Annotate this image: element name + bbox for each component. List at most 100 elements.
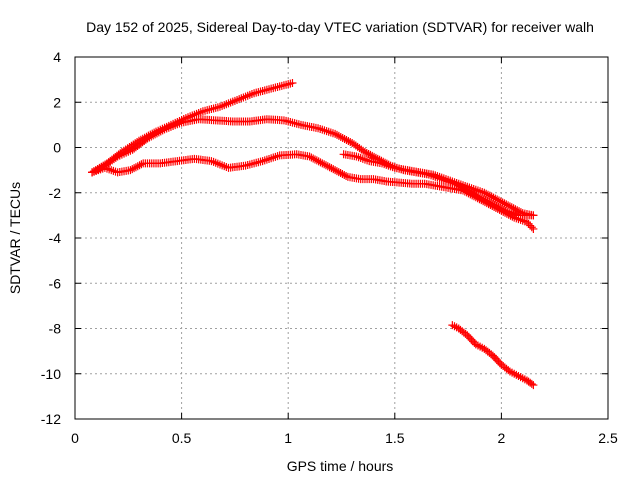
- series-arc-low: [448, 321, 538, 390]
- data-point: [318, 159, 327, 168]
- data-point: [260, 156, 269, 165]
- data-point: [342, 171, 351, 180]
- data-point: [501, 208, 510, 217]
- data-point: [504, 210, 513, 219]
- data-point: [323, 162, 332, 171]
- data-point: [370, 152, 379, 161]
- data-point: [147, 132, 156, 141]
- data-point: [145, 133, 154, 142]
- plot-frame: [74, 56, 609, 420]
- data-point: [493, 204, 502, 213]
- y-tick-label: -6: [49, 275, 62, 291]
- data-point: [137, 160, 146, 169]
- data-point: [529, 381, 538, 390]
- data-point: [269, 153, 278, 162]
- data-point: [527, 223, 536, 232]
- data-point: [128, 165, 137, 174]
- data-point: [329, 165, 338, 174]
- data-point: [156, 127, 165, 136]
- data-point: [338, 170, 347, 179]
- data-point: [462, 188, 471, 197]
- data-point: [331, 166, 340, 175]
- x-tick-label: 0: [71, 430, 79, 446]
- data-point: [344, 136, 353, 145]
- data-point: [131, 163, 140, 172]
- data-point: [336, 169, 345, 178]
- data-point: [487, 192, 496, 201]
- data-point: [314, 124, 323, 133]
- series-arc-middle: [88, 150, 538, 233]
- x-tick-label: 2.5: [598, 430, 618, 446]
- data-point: [508, 212, 517, 221]
- data-point: [366, 150, 375, 159]
- data-point: [340, 134, 349, 143]
- data-point: [505, 202, 514, 211]
- data-point: [334, 168, 343, 177]
- data-point: [262, 155, 271, 164]
- data-point: [135, 161, 144, 170]
- data-point: [477, 196, 486, 205]
- data-point: [130, 164, 139, 173]
- data-point: [515, 207, 524, 216]
- y-tick-label: 0: [53, 140, 61, 156]
- data-point: [466, 190, 475, 199]
- data-point: [485, 191, 494, 200]
- x-axis-label: GPS time / hours: [287, 458, 394, 474]
- data-point: [322, 127, 331, 136]
- data-point: [154, 128, 163, 137]
- data-point: [516, 208, 525, 217]
- data-point: [360, 148, 369, 157]
- data-point: [469, 192, 478, 201]
- data-point: [342, 135, 351, 144]
- data-point: [489, 193, 498, 202]
- data-point: [473, 194, 482, 203]
- data-point: [271, 152, 280, 161]
- y-tick-label: -4: [49, 230, 62, 246]
- data-point: [490, 202, 499, 211]
- data-point: [309, 154, 318, 163]
- data-point: [506, 211, 515, 220]
- data-point: [493, 195, 502, 204]
- data-point: [324, 127, 333, 136]
- data-point: [479, 197, 488, 206]
- data-point: [529, 211, 538, 220]
- data-point: [133, 162, 142, 171]
- data-point: [307, 153, 316, 162]
- data-point: [504, 201, 513, 210]
- data-point: [497, 206, 506, 215]
- data-point: [502, 200, 511, 209]
- data-point: [468, 191, 477, 200]
- data-point: [327, 164, 336, 173]
- data-point: [513, 206, 522, 215]
- data-point: [364, 149, 373, 158]
- data-point: [325, 163, 334, 172]
- data-point: [340, 170, 349, 179]
- data-point: [288, 79, 297, 88]
- chart-title: Day 152 of 2025, Sidereal Day-to-day VTE…: [86, 19, 594, 35]
- data-point: [500, 199, 509, 208]
- data-point: [491, 194, 500, 203]
- y-tick-label: 2: [53, 94, 61, 110]
- data-point: [320, 126, 329, 135]
- x-tick-label: 1: [284, 430, 292, 446]
- y-tick-label: -12: [41, 411, 61, 427]
- data-point: [484, 200, 493, 209]
- data-point: [320, 160, 329, 169]
- data-point: [321, 161, 330, 170]
- data-point: [486, 201, 495, 210]
- data-point: [158, 126, 167, 135]
- data-point: [151, 130, 160, 139]
- data-point: [273, 152, 282, 161]
- data-point: [334, 131, 343, 140]
- data-point: [507, 203, 516, 212]
- data-point: [152, 129, 161, 138]
- data-point: [316, 124, 325, 133]
- data-point: [362, 148, 371, 157]
- y-tick-label: -8: [49, 321, 62, 337]
- data-point: [305, 152, 314, 161]
- data-point: [314, 157, 323, 166]
- data-point: [502, 209, 511, 218]
- data-point: [494, 196, 503, 205]
- grid: [75, 57, 608, 419]
- data-point: [267, 154, 276, 163]
